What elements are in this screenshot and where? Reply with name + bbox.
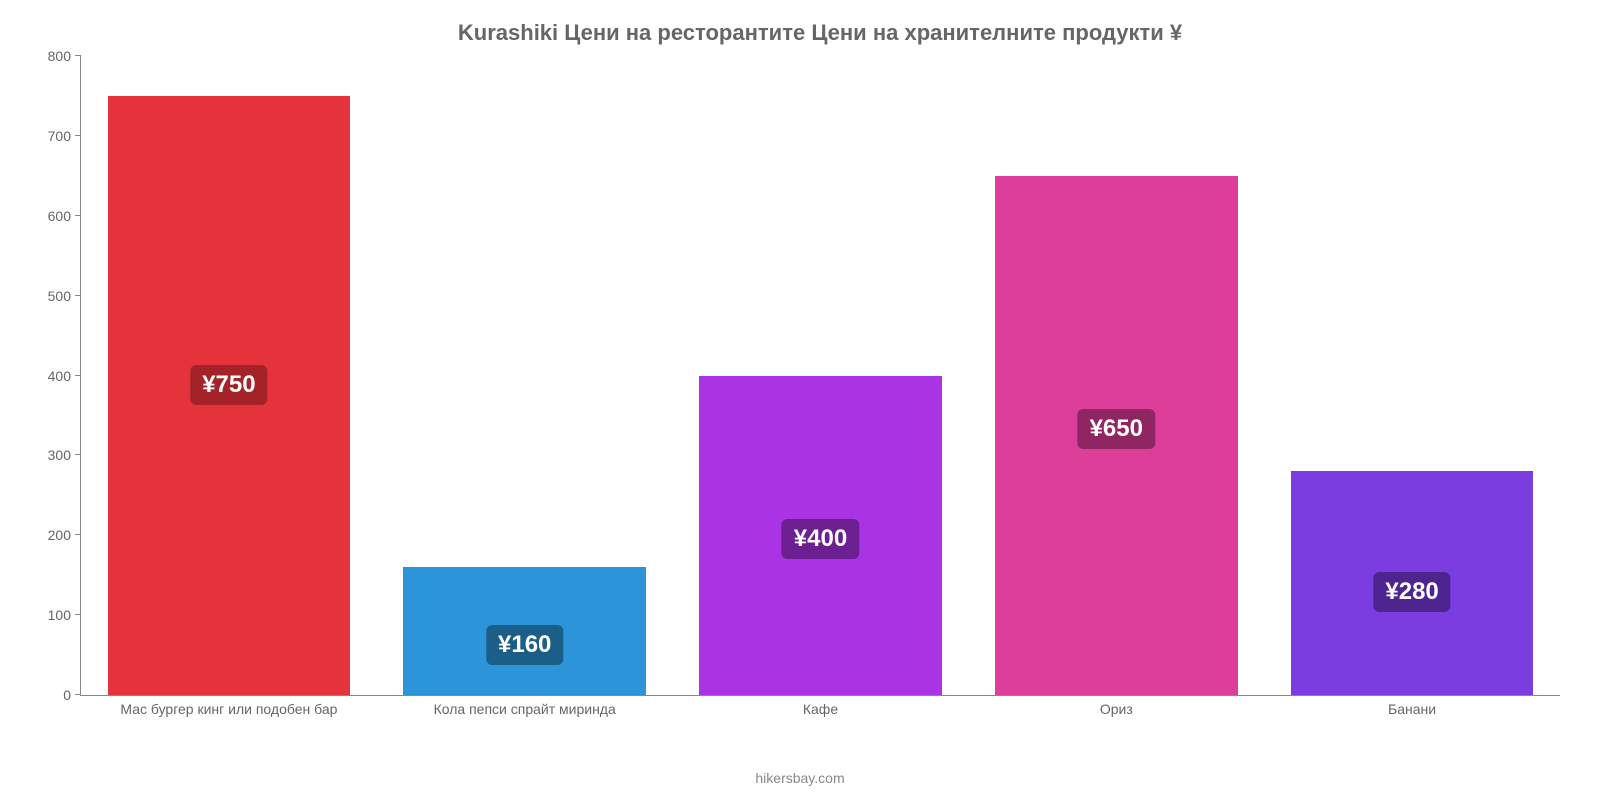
y-tick-label: 0 — [31, 687, 71, 703]
x-category-label: Кола пепси спрайт миринда — [434, 701, 616, 717]
bar: ¥750 — [108, 96, 351, 695]
footer-credit: hikersbay.com — [0, 770, 1600, 786]
y-tick-label: 700 — [31, 128, 71, 144]
y-tick-label: 400 — [31, 368, 71, 384]
plot-area: 0100200300400500600700800 ¥750Мас бургер… — [80, 56, 1560, 696]
y-tick-label: 800 — [31, 48, 71, 64]
bar: ¥160 — [403, 567, 646, 695]
x-category-label: Ориз — [1100, 701, 1133, 717]
chart-container: Kurashiki Цени на ресторантите Цени на х… — [0, 0, 1600, 800]
bar-slot: ¥750Мас бургер кинг или подобен бар — [81, 56, 377, 695]
bar-slot: ¥160Кола пепси спрайт миринда — [377, 56, 673, 695]
bars-row: ¥750Мас бургер кинг или подобен бар¥160К… — [81, 56, 1560, 695]
x-category-label: Мас бургер кинг или подобен бар — [120, 701, 337, 717]
x-category-label: Кафе — [803, 701, 838, 717]
bar-slot: ¥280Банани — [1264, 56, 1560, 695]
bar-slot: ¥650Ориз — [968, 56, 1264, 695]
bar-value-badge: ¥650 — [1078, 409, 1155, 449]
bar: ¥280 — [1291, 471, 1534, 695]
bar-value-badge: ¥160 — [486, 625, 563, 665]
y-tick-label: 100 — [31, 607, 71, 623]
bar-value-badge: ¥400 — [782, 519, 859, 559]
bar: ¥650 — [995, 176, 1238, 695]
bar-slot: ¥400Кафе — [673, 56, 969, 695]
y-tick-label: 300 — [31, 447, 71, 463]
bar: ¥400 — [699, 376, 942, 696]
y-tick-label: 600 — [31, 208, 71, 224]
bar-value-badge: ¥280 — [1373, 572, 1450, 612]
bar-value-badge: ¥750 — [190, 365, 267, 405]
y-tick-label: 500 — [31, 288, 71, 304]
x-category-label: Банани — [1388, 701, 1436, 717]
y-tick-label: 200 — [31, 527, 71, 543]
chart-title: Kurashiki Цени на ресторантите Цени на х… — [80, 20, 1560, 46]
